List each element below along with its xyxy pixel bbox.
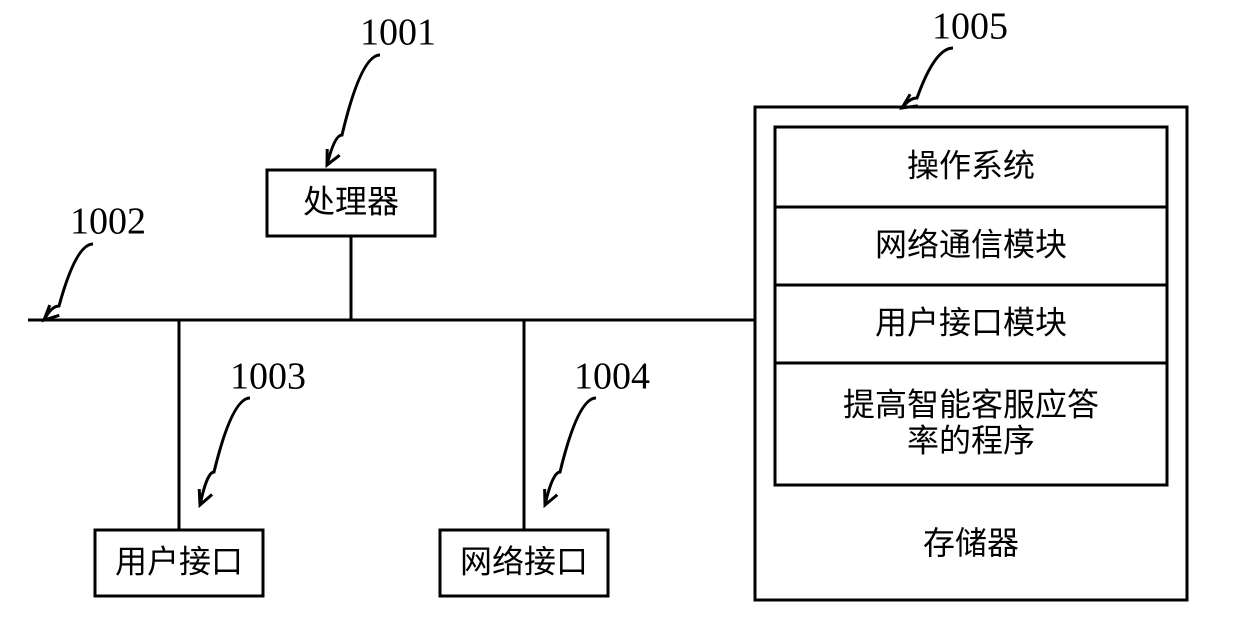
network-interface-label: 网络接口	[460, 543, 588, 579]
callout-1001: 1001	[360, 12, 436, 54]
memory-row-label-1: 网络通信模块	[875, 226, 1067, 262]
memory-row-label-2: 用户接口模块	[875, 304, 1067, 340]
memory-row-label-0: 操作系统	[907, 147, 1035, 183]
system-block-diagram: 处理器用户接口 网络接口 操作系统网络通信模块用户接口模块提高智能客服应答率的程序存…	[0, 0, 1240, 638]
callout-1003: 1003	[230, 356, 306, 398]
callout-1004: 1004	[574, 356, 650, 398]
memory-row-label-3-1: 率的程序	[907, 422, 1035, 458]
user-interface-label: 用户接口	[115, 543, 243, 579]
memory-row-label-3-0: 提高智能客服应答	[843, 386, 1099, 422]
callout-1005: 1005	[932, 6, 1008, 48]
memory-caption: 存储器	[923, 525, 1019, 561]
processor-label: 处理器	[303, 183, 399, 219]
callout-1002: 1002	[70, 201, 146, 243]
